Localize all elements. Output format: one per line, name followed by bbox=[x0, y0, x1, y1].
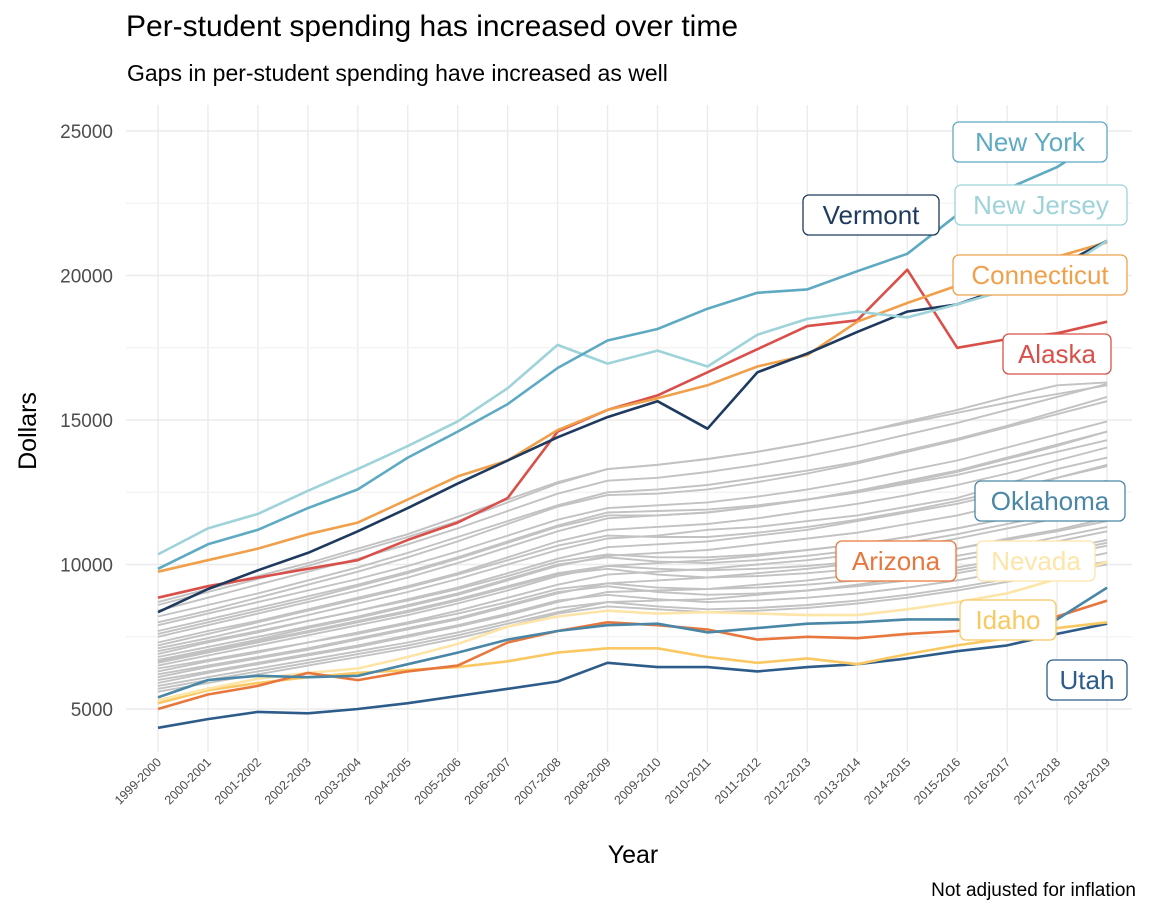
label-nevada: Nevada bbox=[991, 546, 1081, 576]
background-series-line bbox=[157, 382, 1108, 612]
label-box-connecticut bbox=[952, 254, 1128, 296]
x-tick-label: 2000-2001 bbox=[162, 755, 214, 807]
background-series-line bbox=[157, 495, 1108, 653]
series-labels: New York Vermont New Jersey Connecticut Alas… bbox=[802, 121, 1128, 701]
x-tick-label: 2001-2002 bbox=[212, 755, 264, 807]
x-tick-label: 2005-2006 bbox=[412, 755, 464, 807]
label-box-nevada bbox=[976, 540, 1096, 582]
series-line-new-york bbox=[157, 133, 1108, 570]
label-box-alaska bbox=[1002, 333, 1112, 375]
label-box-vermont bbox=[802, 194, 940, 236]
series-line-oklahoma bbox=[157, 586, 1108, 699]
x-tick-label: 2008-2009 bbox=[562, 755, 614, 807]
y-tick-label: 15000 bbox=[60, 411, 113, 432]
background-series-line bbox=[157, 430, 1108, 638]
x-tick-label: 2016-2017 bbox=[961, 755, 1013, 807]
background-series-line bbox=[157, 439, 1108, 632]
background-series-line bbox=[157, 463, 1108, 647]
label-box-arizona bbox=[835, 540, 957, 582]
y-tick-label: 20000 bbox=[60, 267, 113, 288]
x-tick-label: 2003-2004 bbox=[312, 755, 364, 807]
x-tick-label: 2006-2007 bbox=[462, 755, 514, 807]
x-axis-title: Year bbox=[608, 841, 659, 869]
series-line-utah bbox=[157, 622, 1108, 730]
y-tick-label: 10000 bbox=[60, 556, 113, 577]
label-box-idaho bbox=[959, 599, 1057, 641]
background-series-line bbox=[157, 430, 1108, 635]
label-utah: Utah bbox=[1060, 665, 1115, 695]
chart-subtitle: Gaps in per-student spending have increa… bbox=[127, 60, 668, 86]
label-connecticut: Connecticut bbox=[971, 260, 1109, 290]
x-tick-label: 2012-2013 bbox=[761, 755, 813, 807]
label-idaho: Idaho bbox=[975, 605, 1040, 635]
series-line-alaska bbox=[157, 268, 1108, 599]
background-series-line bbox=[157, 420, 1108, 627]
background-series-line bbox=[157, 501, 1108, 658]
chart-title: Per-student spending has increased over … bbox=[126, 10, 739, 43]
background-series-line bbox=[157, 560, 1108, 687]
label-oklahoma: Oklahoma bbox=[991, 486, 1110, 516]
background-series-line bbox=[157, 563, 1108, 693]
y-axis-title: Dollars bbox=[14, 392, 42, 470]
label-alaska: Alaska bbox=[1018, 339, 1097, 369]
series-line-nevada bbox=[157, 560, 1108, 702]
label-new-jersey: New Jersey bbox=[973, 190, 1109, 220]
x-tick-label: 2018-2019 bbox=[1061, 755, 1113, 807]
x-tick-label: 2015-2016 bbox=[911, 755, 963, 807]
x-tick-label: 2013-2014 bbox=[811, 755, 863, 807]
background-series bbox=[157, 381, 1108, 693]
x-tick-label: 2007-2008 bbox=[512, 755, 564, 807]
label-arizona: Arizona bbox=[852, 546, 941, 576]
background-series-line bbox=[157, 400, 1108, 624]
series-line-connecticut bbox=[157, 241, 1108, 573]
x-tick-label: 2017-2018 bbox=[1011, 755, 1063, 807]
label-box-new-jersey bbox=[954, 184, 1128, 226]
y-tick-label: 5000 bbox=[71, 700, 113, 721]
x-tick-label: 2002-2003 bbox=[262, 755, 314, 807]
y-axis: 5000 10000 15000 20000 25000 bbox=[60, 122, 113, 721]
series-line-new-jersey bbox=[157, 239, 1108, 556]
x-tick-label: 1999-2000 bbox=[112, 755, 164, 807]
label-box-oklahoma bbox=[974, 480, 1126, 522]
background-series-line bbox=[157, 446, 1108, 644]
chart-caption: Not adjusted for inflation bbox=[931, 880, 1136, 901]
x-tick-label: 2010-2011 bbox=[662, 755, 714, 807]
background-series-line bbox=[157, 384, 1108, 606]
x-axis: 1999-20002000-20012001-20022002-20032003… bbox=[112, 755, 1113, 807]
y-tick-label: 25000 bbox=[60, 122, 113, 143]
background-series-line bbox=[157, 395, 1108, 618]
highlighted-series bbox=[157, 133, 1108, 730]
label-new-york: New York bbox=[975, 127, 1086, 157]
x-tick-label: 2011-2012 bbox=[712, 755, 764, 807]
x-tick-label: 2004-2005 bbox=[362, 755, 414, 807]
x-tick-label: 2009-2010 bbox=[611, 755, 663, 807]
label-box-utah bbox=[1046, 659, 1128, 701]
label-vermont: Vermont bbox=[823, 200, 921, 230]
label-box-new-york bbox=[952, 121, 1108, 163]
x-tick-label: 2014-2015 bbox=[861, 755, 913, 807]
background-series-line bbox=[157, 479, 1108, 661]
